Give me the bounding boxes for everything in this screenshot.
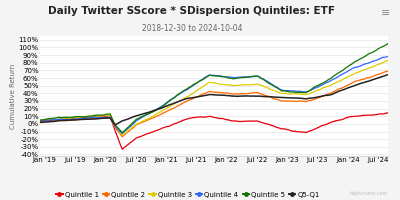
Quintile 5 [344,66,349,68]
Quintile 2 [268,96,273,99]
Quintile 1 [344,116,349,119]
Quintile 4 [106,116,111,119]
Quintile 2 [38,120,42,123]
Quintile 5 [268,83,273,85]
Quintile 4 [115,127,120,130]
Quintile 3 [268,88,273,91]
Quintile 1 [115,135,120,138]
Quintile 2 [314,98,318,100]
Quintile 2 [106,117,111,119]
Quintile 3 [386,59,390,61]
Quintile 2 [115,129,120,131]
Line: Quintile 5: Quintile 5 [40,44,388,133]
Quintile 2 [386,70,390,72]
Q5-Q1 [38,121,42,124]
Q5-Q1 [386,73,390,76]
Text: 2018-12-30 to 2024-10-04: 2018-12-30 to 2024-10-04 [142,24,242,33]
Q5-Q1 [112,124,117,126]
Quintile 3 [38,119,42,121]
Quintile 5 [314,85,318,87]
Quintile 5 [38,119,42,121]
Q5-Q1 [268,96,273,98]
Quintile 5 [120,131,125,134]
Quintile 2 [344,84,349,87]
Quintile 3 [120,134,125,137]
Quintile 5 [154,109,159,111]
Quintile 3 [115,128,120,130]
Quintile 3 [344,76,349,78]
Quintile 1 [314,127,318,130]
Quintile 5 [106,113,111,115]
Quintile 4 [38,120,42,122]
Quintile 3 [106,114,111,116]
Quintile 4 [120,132,125,135]
Quintile 4 [154,108,159,111]
Line: Quintile 1: Quintile 1 [40,113,388,149]
Quintile 3 [154,113,159,115]
Quintile 2 [120,136,125,138]
Quintile 5 [386,42,390,45]
Quintile 4 [268,82,273,85]
Y-axis label: Cumulative Return: Cumulative Return [10,63,16,129]
Text: Daily Twitter SScore * SDispersion Quintiles: ETF: Daily Twitter SScore * SDispersion Quint… [48,6,336,16]
Q5-Q1 [106,117,111,119]
Quintile 1 [120,148,125,150]
Q5-Q1 [115,122,120,125]
Quintile 2 [154,115,159,117]
Q5-Q1 [314,96,318,99]
Quintile 1 [386,112,390,114]
Quintile 5 [115,126,120,129]
Quintile 3 [314,90,318,92]
Quintile 1 [268,124,273,126]
Quintile 4 [386,55,390,58]
Line: Quintile 2: Quintile 2 [40,71,388,137]
Line: Q5-Q1: Q5-Q1 [40,75,388,125]
Text: ≡: ≡ [381,8,390,18]
Text: Highcharts.com: Highcharts.com [350,191,388,196]
Quintile 1 [106,114,111,117]
Q5-Q1 [344,87,349,90]
Quintile 1 [154,129,159,132]
Q5-Q1 [154,109,159,111]
Quintile 4 [314,87,318,89]
Quintile 4 [344,71,349,73]
Line: Quintile 4: Quintile 4 [40,57,388,134]
Legend: Quintile 1, Quintile 2, Quintile 3, Quintile 4, Quintile 5, Q5-Q1: Quintile 1, Quintile 2, Quintile 3, Quin… [54,189,322,200]
Quintile 1 [38,120,42,123]
Line: Quintile 3: Quintile 3 [40,60,388,135]
